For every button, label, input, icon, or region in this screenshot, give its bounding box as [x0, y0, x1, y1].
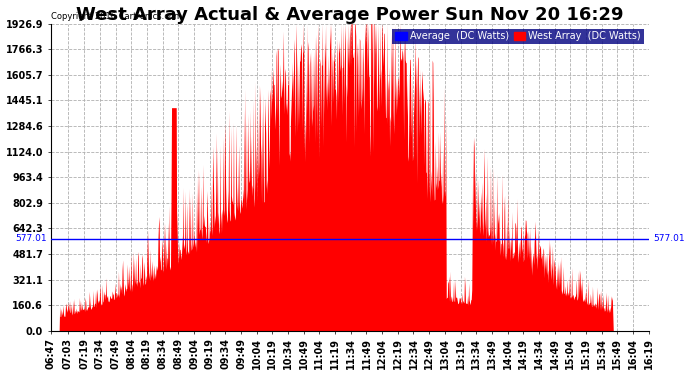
Text: Copyright 2016 Cartronics.com: Copyright 2016 Cartronics.com: [51, 12, 182, 21]
Text: 577.01: 577.01: [653, 234, 684, 243]
Text: 577.01: 577.01: [15, 234, 47, 243]
Title: West Array Actual & Average Power Sun Nov 20 16:29: West Array Actual & Average Power Sun No…: [76, 6, 624, 24]
Legend: Average  (DC Watts), West Array  (DC Watts): Average (DC Watts), West Array (DC Watts…: [392, 28, 644, 44]
